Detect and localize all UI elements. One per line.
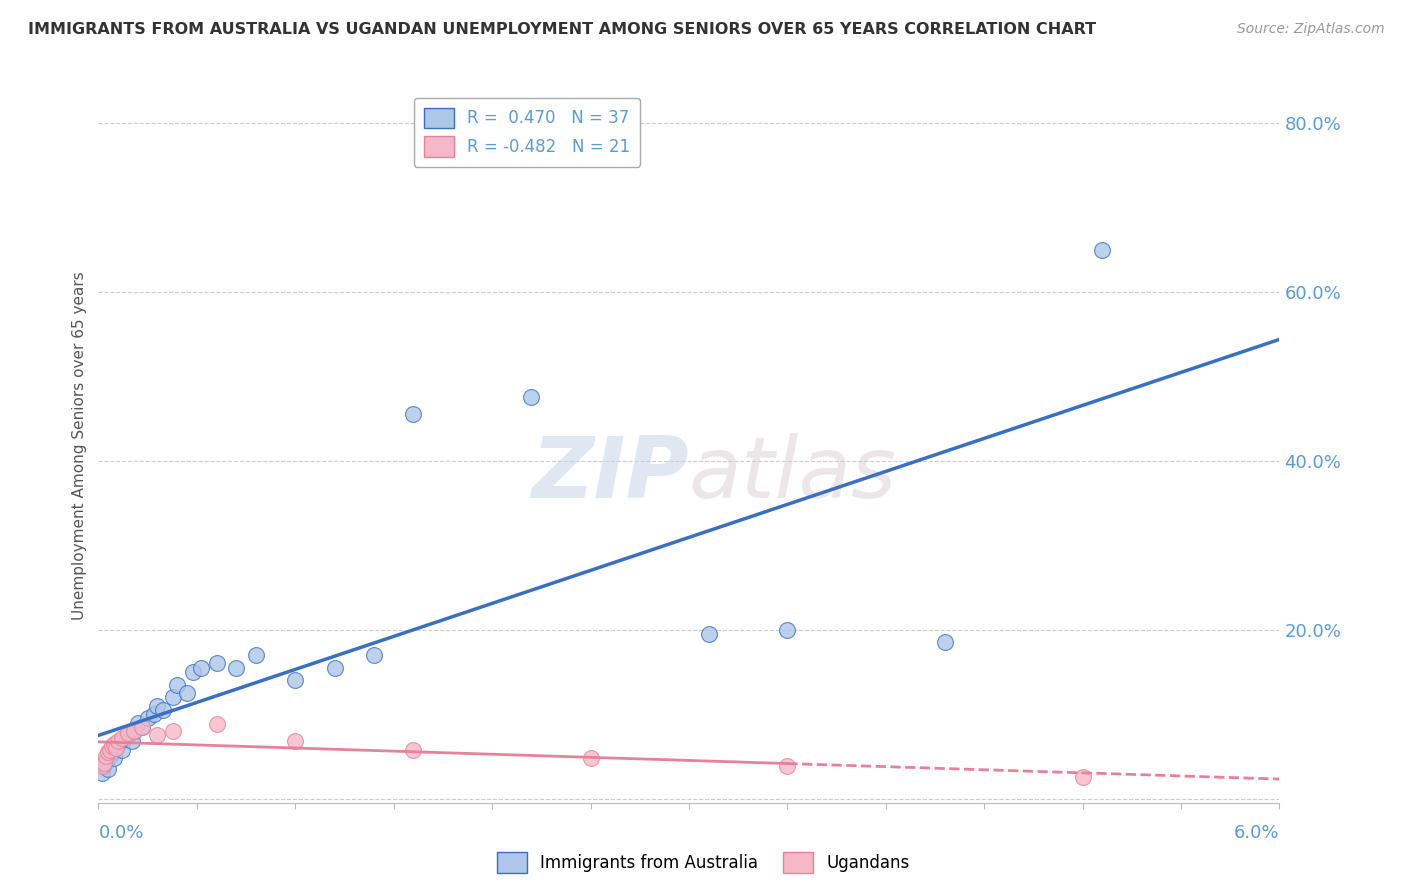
Point — [111, 742, 134, 756]
Point — [107, 734, 129, 748]
Point — [112, 732, 135, 747]
Point — [127, 715, 149, 730]
Text: IMMIGRANTS FROM AUSTRALIA VS UGANDAN UNEMPLOYMENT AMONG SENIORS OVER 65 YEARS CO: IMMIGRANTS FROM AUSTRALIA VS UGANDAN UNE… — [28, 22, 1097, 37]
Point — [323, 661, 346, 675]
Point — [98, 742, 121, 756]
Point — [101, 745, 124, 759]
Point — [101, 739, 124, 754]
Text: Source: ZipAtlas.com: Source: ZipAtlas.com — [1237, 22, 1385, 37]
Point — [934, 635, 956, 649]
Point — [107, 737, 129, 751]
Y-axis label: Unemployment Among Seniors over 65 years: Unemployment Among Seniors over 65 years — [72, 272, 87, 620]
Point — [105, 740, 128, 755]
Point — [181, 665, 204, 679]
Point — [146, 728, 169, 742]
Point — [142, 707, 165, 722]
Point — [91, 759, 114, 773]
Point — [697, 627, 720, 641]
Point — [146, 698, 169, 713]
Point — [190, 661, 212, 675]
Point — [1091, 243, 1114, 257]
Point — [96, 754, 118, 768]
Point — [93, 756, 115, 771]
Point — [776, 623, 799, 637]
Legend: R =  0.470   N = 37, R = -0.482   N = 21: R = 0.470 N = 37, R = -0.482 N = 21 — [413, 97, 640, 167]
Point — [131, 720, 153, 734]
Point — [105, 740, 128, 755]
Point — [205, 657, 228, 671]
Point — [402, 407, 425, 421]
Point — [152, 703, 174, 717]
Point — [98, 749, 121, 764]
Point — [520, 391, 543, 405]
Point — [284, 734, 307, 748]
Point — [97, 745, 120, 759]
Text: ZIP: ZIP — [531, 433, 689, 516]
Point — [103, 737, 125, 751]
Point — [162, 724, 184, 739]
Point — [122, 724, 145, 739]
Legend: Immigrants from Australia, Ugandans: Immigrants from Australia, Ugandans — [489, 846, 917, 880]
Point — [363, 648, 385, 662]
Point — [96, 749, 118, 764]
Point — [93, 757, 115, 772]
Point — [131, 720, 153, 734]
Point — [162, 690, 184, 705]
Point — [166, 677, 188, 691]
Point — [136, 711, 159, 725]
Point — [225, 661, 247, 675]
Point — [402, 742, 425, 756]
Point — [1071, 771, 1094, 785]
Text: 6.0%: 6.0% — [1234, 824, 1279, 842]
Point — [176, 686, 198, 700]
Point — [117, 725, 139, 739]
Point — [91, 766, 114, 780]
Text: atlas: atlas — [689, 433, 897, 516]
Point — [205, 717, 228, 731]
Point — [121, 734, 143, 748]
Point — [97, 762, 120, 776]
Point — [245, 648, 267, 662]
Text: 0.0%: 0.0% — [98, 824, 143, 842]
Point — [284, 673, 307, 688]
Point — [103, 751, 125, 765]
Point — [776, 759, 799, 773]
Point — [579, 751, 602, 765]
Point — [122, 724, 145, 739]
Point — [111, 731, 134, 745]
Point — [117, 728, 139, 742]
